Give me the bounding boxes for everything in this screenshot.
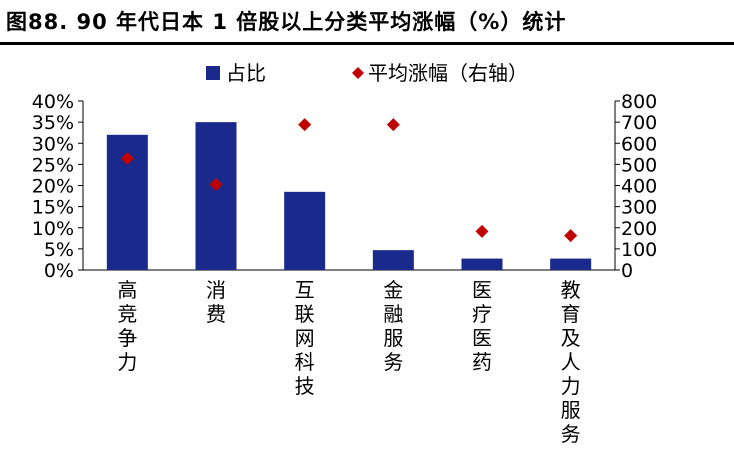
left-tick-label: 0% [44,260,74,282]
category-label: 互联网科技 [295,278,315,398]
bar [195,122,237,270]
diamond-marker [209,177,223,191]
diamond-marker [386,118,400,132]
right-tick-label: 800 [621,91,657,113]
left-tick-label: 10% [32,218,74,240]
legend-label-diamond: 平均涨幅（右轴） [368,61,528,85]
left-tick-label: 40% [32,91,74,113]
bar [372,250,414,270]
left-tick-label: 35% [32,112,74,134]
category-label: 消费 [206,278,226,326]
legend-label-bar: 占比 [226,61,266,85]
right-tick-label: 600 [621,133,657,155]
title-underline [0,42,734,45]
right-tick-label: 0 [621,260,633,282]
left-tick-label: 30% [32,133,74,155]
category-label: 医疗医药 [472,278,492,374]
legend-swatch-bar [206,66,220,80]
right-tick-label: 500 [621,154,657,176]
category-label: 教育及人力服务 [561,278,581,446]
bar [284,191,326,270]
diamond-marker [564,229,578,243]
category-label: 金融服务 [383,278,403,374]
diamond-marker [298,118,312,132]
bar [550,258,592,270]
right-tick-label: 100 [621,239,657,261]
diamond-marker [475,224,489,238]
right-tick-label: 300 [621,197,657,219]
left-tick-label: 25% [32,154,74,176]
chart-title: 图88. 90 年代日本 1 倍股以上分类平均涨幅（%）统计 [6,10,567,34]
right-tick-label: 200 [621,218,657,240]
right-tick-label: 400 [621,176,657,198]
left-tick-label: 5% [44,239,74,261]
category-label: 高竞争力 [117,278,137,374]
diamond-marker [120,151,134,165]
left-tick-label: 20% [32,176,74,198]
left-tick-label: 15% [32,197,74,219]
right-tick-label: 700 [621,112,657,134]
legend-swatch-diamond [352,67,364,79]
bar [461,258,503,270]
